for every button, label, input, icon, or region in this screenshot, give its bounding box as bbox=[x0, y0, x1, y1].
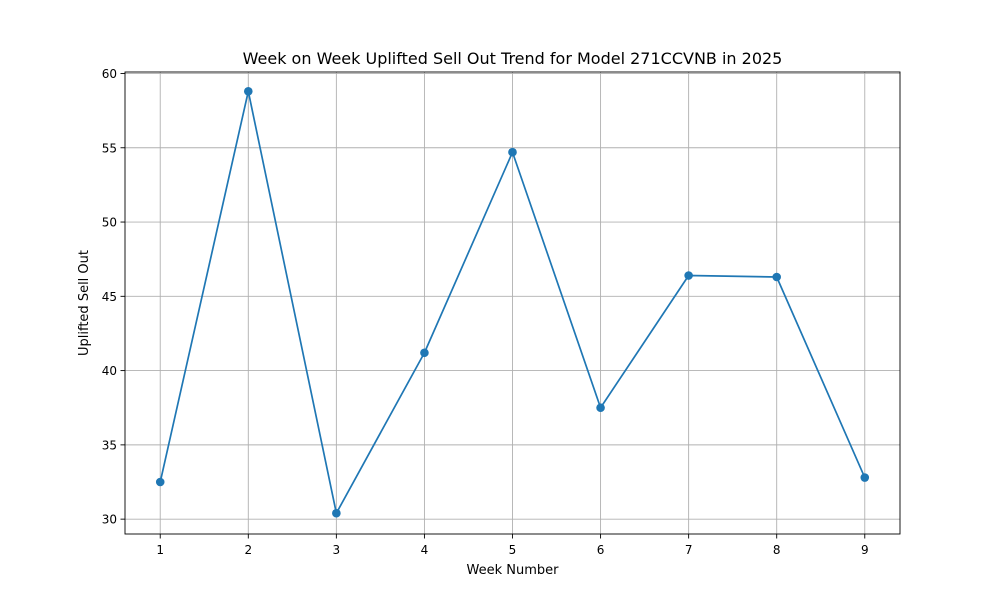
y-tick-label: 60 bbox=[102, 67, 117, 81]
series-layer bbox=[155, 87, 870, 518]
y-tick-label: 35 bbox=[102, 438, 117, 452]
chart-title: Week on Week Uplifted Sell Out Trend for… bbox=[243, 49, 783, 68]
grid bbox=[125, 72, 900, 534]
data-point bbox=[243, 87, 253, 96]
data-point bbox=[155, 477, 165, 487]
y-tick-label: 30 bbox=[102, 513, 117, 527]
y-tick-label: 50 bbox=[102, 216, 117, 230]
x-tick-label: 4 bbox=[421, 543, 429, 557]
x-tick-label: 2 bbox=[244, 543, 252, 557]
data-point bbox=[332, 508, 341, 518]
x-tick-label: 8 bbox=[773, 543, 781, 557]
data-point bbox=[684, 271, 693, 280]
x-tick-label: 1 bbox=[156, 543, 164, 557]
x-tick-label: 3 bbox=[333, 543, 341, 557]
y-tick-label: 45 bbox=[102, 290, 117, 304]
y-tick-label: 55 bbox=[102, 141, 117, 155]
data-point bbox=[772, 272, 782, 282]
data-point bbox=[508, 147, 517, 157]
data-point bbox=[596, 403, 605, 413]
x-tick-label: 9 bbox=[861, 543, 869, 557]
data-point bbox=[420, 348, 429, 358]
x-tick-label: 7 bbox=[685, 543, 693, 557]
y-tick-label: 40 bbox=[102, 364, 117, 378]
x-tick-label: 5 bbox=[509, 543, 517, 557]
data-point bbox=[860, 473, 870, 482]
x-tick-label: 6 bbox=[597, 543, 605, 557]
x-axis-label: Week Number bbox=[467, 563, 560, 578]
y-axis-label: Uplifted Sell Out bbox=[77, 250, 92, 356]
